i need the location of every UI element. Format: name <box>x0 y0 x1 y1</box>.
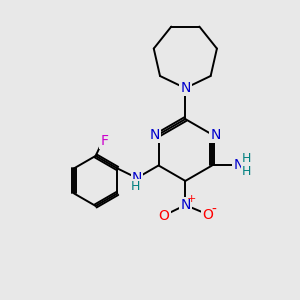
Text: N: N <box>180 198 190 212</box>
Text: H: H <box>242 165 251 178</box>
Text: N: N <box>180 81 190 95</box>
Text: O: O <box>202 208 213 222</box>
Text: F: F <box>100 134 109 148</box>
Text: N: N <box>132 171 142 185</box>
Text: +: + <box>187 194 196 204</box>
Text: N: N <box>233 158 244 172</box>
Text: N: N <box>211 128 221 142</box>
Text: N: N <box>150 128 160 142</box>
Text: H: H <box>242 152 251 166</box>
Text: H: H <box>131 180 140 193</box>
Text: O: O <box>159 209 170 223</box>
Text: -: - <box>212 203 216 217</box>
